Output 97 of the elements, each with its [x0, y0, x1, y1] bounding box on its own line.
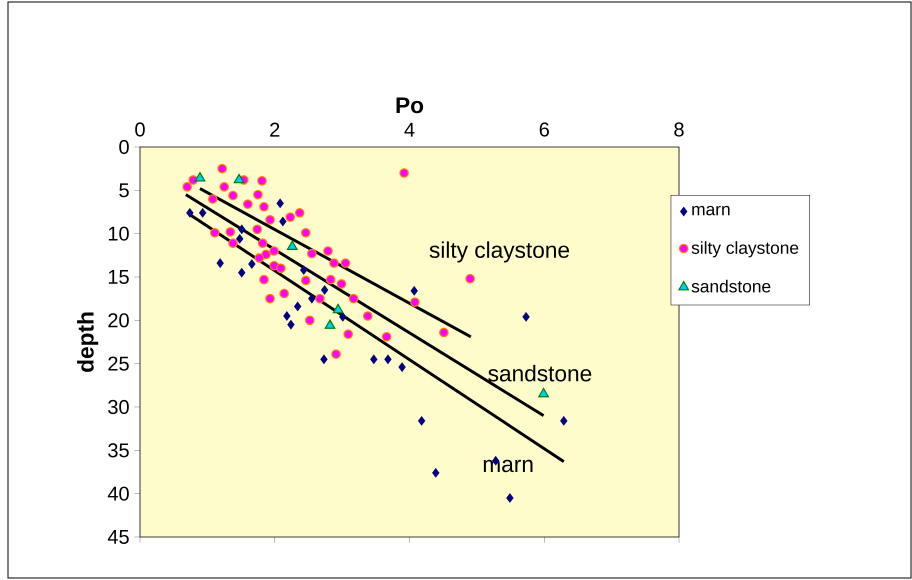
- y-tick-label: 35: [108, 443, 129, 458]
- point: [285, 212, 296, 222]
- point: [432, 468, 440, 478]
- point: [258, 238, 268, 248]
- point: [276, 264, 286, 274]
- y-tick-label: 40: [108, 486, 129, 501]
- x-axis-title: Po: [396, 97, 424, 114]
- point: [279, 216, 286, 226]
- point: [286, 240, 298, 250]
- point: [323, 246, 333, 256]
- point: [259, 202, 269, 212]
- point: [238, 224, 246, 234]
- point: [560, 416, 568, 426]
- point: [522, 312, 530, 322]
- point: [248, 259, 256, 269]
- point: [217, 164, 228, 174]
- point: [410, 286, 418, 296]
- point: [276, 198, 284, 208]
- point: [329, 258, 339, 268]
- point: [384, 354, 392, 364]
- point: [320, 285, 328, 295]
- point: [339, 312, 346, 322]
- point: [348, 294, 358, 304]
- point: [269, 246, 279, 256]
- point: [370, 354, 378, 364]
- point: [336, 279, 346, 289]
- point: [307, 248, 317, 258]
- point: [418, 416, 426, 426]
- point: [210, 228, 220, 238]
- point: [257, 176, 267, 186]
- point: [243, 199, 253, 209]
- x-tick-label: 4: [404, 122, 414, 137]
- point: [294, 208, 304, 218]
- point: [283, 311, 291, 321]
- point: [300, 276, 311, 286]
- point: [465, 274, 475, 284]
- point: [182, 182, 192, 192]
- point: [265, 294, 275, 304]
- point: [398, 362, 406, 372]
- y-tick-label: 25: [108, 356, 129, 371]
- point: [225, 227, 236, 237]
- point: [308, 294, 316, 304]
- y-tick-label: 0: [119, 140, 129, 154]
- point: [300, 228, 311, 238]
- y-axis-title: depth: [77, 312, 98, 372]
- point: [315, 294, 325, 304]
- y-tick-label: 10: [108, 226, 129, 241]
- point: [326, 274, 336, 284]
- point: [228, 190, 238, 200]
- annotation: marn: [484, 460, 532, 472]
- x-tick-label: 8: [674, 122, 684, 137]
- point: [399, 168, 409, 178]
- point: [287, 320, 295, 330]
- legend-label: silty claystone: [692, 241, 798, 258]
- point: [382, 332, 392, 342]
- y-tick-label: 5: [119, 183, 129, 198]
- point: [228, 238, 238, 248]
- point: [199, 208, 206, 218]
- point: [252, 224, 262, 234]
- y-tick-label: 20: [108, 313, 129, 328]
- y-tick-label: 15: [108, 270, 129, 284]
- point: [253, 190, 263, 200]
- point: [538, 388, 549, 398]
- point: [279, 288, 289, 298]
- point: [343, 329, 353, 339]
- point: [259, 274, 269, 284]
- point: [265, 214, 275, 225]
- point: [236, 234, 244, 244]
- point: [320, 354, 328, 364]
- point: [238, 268, 246, 278]
- x-tick-label: 2: [270, 122, 280, 137]
- point: [331, 349, 341, 359]
- point: [194, 172, 206, 182]
- x-tick-label: 0: [135, 122, 145, 137]
- legend-label: marn: [692, 206, 730, 216]
- point: [340, 258, 350, 268]
- point: [304, 316, 315, 326]
- x-tick-label: 6: [540, 122, 549, 137]
- point: [362, 311, 373, 321]
- point: [216, 258, 224, 268]
- point: [300, 265, 308, 275]
- legend-label: sandstone: [692, 280, 770, 293]
- point: [439, 328, 449, 338]
- point: [294, 302, 302, 312]
- annotation: silty claystone: [430, 241, 570, 262]
- point: [208, 194, 218, 204]
- y-tick-label: 30: [108, 400, 129, 414]
- point: [186, 208, 194, 218]
- annotation: sandstone: [488, 364, 592, 382]
- y-tick-label: 45: [108, 530, 129, 544]
- point: [410, 297, 420, 307]
- point: [324, 319, 336, 329]
- point: [234, 174, 244, 184]
- point: [332, 304, 344, 314]
- point: [219, 182, 230, 192]
- point: [254, 253, 264, 263]
- point: [506, 493, 514, 503]
